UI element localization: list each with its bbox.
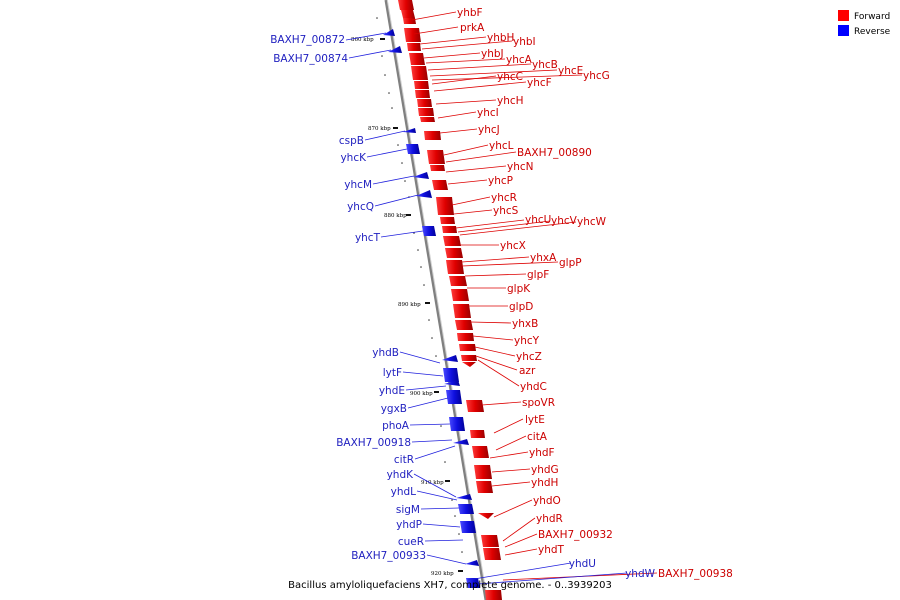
gene-label[interactable]: yhcX [500,240,526,252]
legend: Forward Reverse [838,10,891,37]
gene-label[interactable]: sigM [396,504,420,516]
legend-label-forward: Forward [854,12,890,22]
gene-label[interactable]: yhxB [512,318,538,330]
gene-label[interactable]: BAXH7_00872 [270,34,345,46]
gene-label[interactable]: yhcI [477,107,499,119]
reverse-gene-labels: BAXH7_00872 BAXH7_00874 cspB yhcK yhcM y… [270,34,655,580]
gene-label[interactable]: yhcE [558,65,583,77]
gene-label[interactable]: yhcL [489,140,514,152]
legend-label-reverse: Reverse [854,27,891,37]
tick-label: 890 kbp [398,302,421,308]
gene-label[interactable]: yhcJ [478,124,500,136]
legend-swatch-reverse [838,25,849,36]
tick-label: 870 kbp [368,126,391,132]
tick-label: 900 kbp [410,391,433,397]
tick-label: 860 kbp [351,37,374,43]
gene-label[interactable]: citR [394,454,414,466]
gene-label[interactable]: yhcN [507,161,534,173]
gene-label[interactable]: yhbF [457,7,483,19]
gene-label[interactable]: yhdH [531,477,558,489]
gene-label[interactable]: glpP [559,257,582,269]
gene-label[interactable]: yhdT [538,544,565,556]
tick-label: 910 kbp [421,480,444,486]
gene-label[interactable]: yhcT [355,232,381,244]
gene-label[interactable]: BAXH7_00933 [351,550,426,562]
gene-label[interactable]: yhdR [536,513,563,525]
gene-label[interactable]: yhbH [487,32,514,44]
scale-ticks: 860 kbp 870 kbp 880 kbp 890 kbp 900 kbp … [351,17,463,577]
gene-label[interactable]: cspB [339,135,364,147]
gene-label[interactable]: yhcS [493,205,519,217]
gene-label[interactable]: yhdF [529,447,555,459]
gene-label[interactable]: spoVR [522,397,555,409]
gene-label[interactable]: BAXH7_00932 [538,529,613,541]
gene-label[interactable]: yhdG [531,464,559,476]
gene-label[interactable]: yhcK [340,152,367,164]
gene-label[interactable]: yhcC [497,71,523,83]
gene-label[interactable]: yhbI [513,36,536,48]
gene-label[interactable]: yhcF [527,77,552,89]
reverse-leader-lines [345,32,628,585]
gene-label[interactable]: citA [527,431,548,443]
gene-label[interactable]: yhbJ [481,48,504,60]
map-caption: Bacillus amyloliquefaciens XH7, complete… [288,580,612,591]
gene-label[interactable]: yhdO [533,495,561,507]
gene-label[interactable]: yhxA [530,252,557,264]
gene-label[interactable]: glpK [507,283,531,295]
gene-label[interactable]: yhcH [497,95,524,107]
gene-label[interactable]: BAXH7_00938 [658,568,733,580]
gene-label[interactable]: yhdB [372,347,399,359]
gene-label[interactable]: azr [519,365,536,377]
gene-label[interactable]: yhcU [525,214,551,226]
gene-label[interactable]: lytF [383,367,402,379]
gene-label[interactable]: yhdW [625,568,656,580]
gene-label[interactable]: yhcY [514,335,540,347]
gene-label[interactable]: yhcW [577,216,607,228]
forward-gene-blocks [398,0,502,600]
gene-label[interactable]: BAXH7_00890 [517,147,592,159]
gene-label[interactable]: yhdC [520,381,547,393]
legend-swatch-forward [838,10,849,21]
gene-label[interactable]: yhdL [391,486,417,498]
gene-label[interactable]: yhdE [379,385,405,397]
gene-label[interactable]: yhcM [344,179,372,191]
gene-label[interactable]: yhcB [532,59,558,71]
gene-label[interactable]: yhcG [583,70,610,82]
gene-label[interactable]: yhcA [506,54,533,66]
gene-label[interactable]: ygxB [381,403,407,415]
gene-label[interactable]: yhcZ [516,351,542,363]
gene-label[interactable]: yhdU [569,558,596,570]
reverse-gene-blocks [383,29,480,588]
gene-label[interactable]: prkA [460,22,485,34]
gene-label[interactable]: BAXH7_00918 [336,437,411,449]
genome-axis [384,0,488,600]
gene-label[interactable]: BAXH7_00874 [273,53,348,65]
gene-label[interactable]: lytE [525,414,545,426]
tick-label: 920 kbp [431,571,454,577]
gene-label[interactable]: yhdK [387,469,415,481]
forward-gene-labels: yhbF prkA yhbH yhbI yhbJ yhcA yhcB yhcE … [457,7,733,580]
gene-label[interactable]: yhcP [488,175,513,187]
gene-label[interactable]: glpF [527,269,549,281]
gene-label[interactable]: yhcV [551,215,578,227]
gene-label[interactable]: phoA [382,420,410,432]
gene-label[interactable]: glpD [509,301,533,313]
gene-label[interactable]: yhcQ [347,201,374,213]
tick-label: 880 kbp [384,213,407,219]
gene-label[interactable]: cueR [398,536,424,548]
gene-label[interactable]: yhcR [491,192,517,204]
forward-leader-lines [411,11,658,581]
gene-label[interactable]: yhdP [396,519,422,531]
